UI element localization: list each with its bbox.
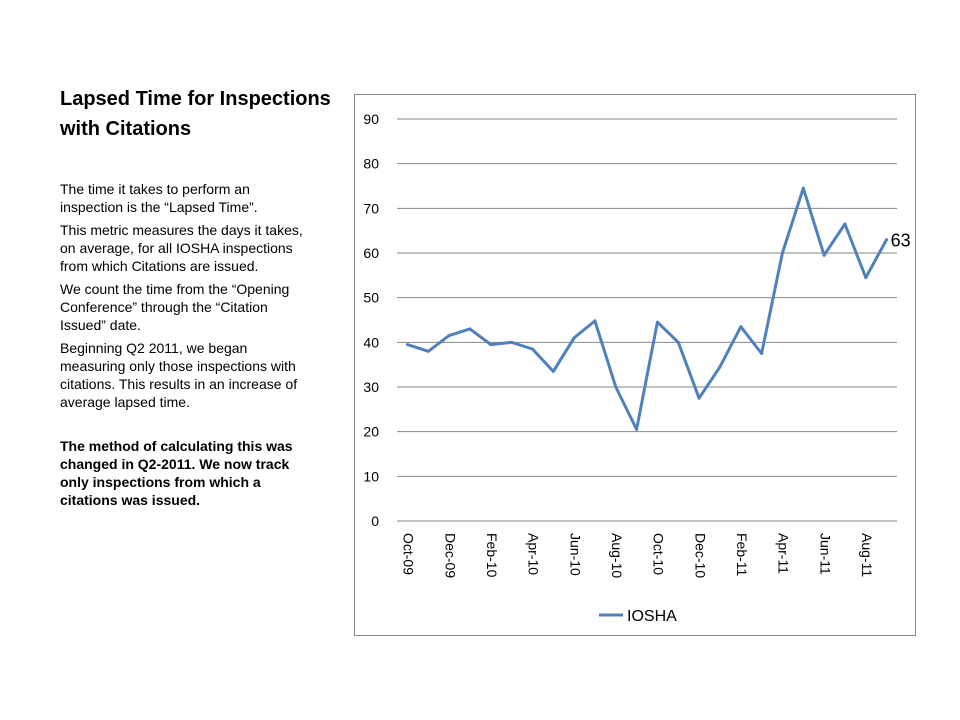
- x-tick-label: Jun-10: [567, 533, 583, 576]
- chart-frame: 0 10 20 30 40 50 60 70 80 90 Oct-09 Dec-09 Feb-10 Apr…: [354, 94, 916, 636]
- data-point: [405, 343, 409, 347]
- y-tick-label: 80: [363, 156, 379, 172]
- y-tick-label: 30: [363, 379, 379, 395]
- x-tick-label: Dec-10: [692, 533, 708, 578]
- x-tick-label: Aug-10: [609, 533, 625, 578]
- slide-title: Lapsed Time for Inspections with Citatio…: [60, 88, 331, 140]
- series-line-iosha: [406, 186, 888, 431]
- data-point: [697, 396, 701, 400]
- data-point: [718, 365, 722, 369]
- y-tick-label: 10: [363, 468, 379, 484]
- data-point: [551, 369, 555, 373]
- paragraph-q2-change: Beginning Q2 2011, we began measuring on…: [60, 340, 298, 410]
- data-point: [760, 352, 764, 355]
- y-tick-label: 20: [363, 424, 379, 440]
- x-tick-label: Jun-11: [817, 533, 833, 575]
- x-tick-label: Feb-11: [734, 533, 750, 577]
- paragraph-lapsed-time: The time it takes to perform an inspecti…: [60, 181, 258, 215]
- x-tick-label: Oct-09: [401, 533, 417, 575]
- x-tick-label: Apr-10: [526, 533, 542, 575]
- x-tick-label: Oct-10: [651, 533, 667, 575]
- legend-label: IOSHA: [627, 608, 677, 625]
- data-point: [885, 238, 889, 242]
- data-label: 63: [891, 231, 911, 251]
- data-point: [780, 251, 784, 255]
- x-tick-label: Apr-11: [776, 533, 792, 574]
- data-point: [843, 222, 847, 226]
- data-point: [572, 336, 576, 340]
- data-point: [801, 186, 805, 190]
- data-point: [635, 427, 639, 431]
- data-point: [530, 347, 534, 351]
- data-point: [468, 327, 472, 331]
- y-tick-label: 50: [363, 290, 379, 306]
- data-point: [447, 334, 451, 338]
- y-tick-label: 60: [363, 245, 379, 261]
- line-chart: 0 10 20 30 40 50 60 70 80 90 Oct-09 Dec-09 Feb-10 Apr…: [363, 111, 911, 625]
- data-point: [614, 385, 618, 389]
- y-tick-label: 90: [363, 111, 379, 127]
- data-point: [489, 343, 493, 347]
- data-point: [676, 340, 680, 344]
- data-point: [510, 340, 514, 344]
- data-point: [426, 349, 430, 353]
- x-tick-label: Feb-10: [484, 533, 500, 578]
- y-tick-label: 0: [371, 513, 379, 529]
- data-point: [822, 253, 826, 257]
- body-text: The time it takes to perform an inspecti…: [60, 180, 310, 514]
- paragraph-metric: This metric measures the days it takes, …: [60, 222, 303, 274]
- method-change-note: The method of calculating this was chang…: [60, 438, 293, 508]
- x-tick-label: Aug-11: [859, 533, 875, 577]
- y-tick-label: 40: [363, 334, 379, 350]
- data-point: [864, 276, 868, 280]
- x-tick-label: Dec-09: [442, 533, 458, 578]
- y-tick-label: 70: [363, 200, 379, 216]
- data-point: [593, 319, 597, 323]
- paragraph-count-time: We count the time from the “Opening Conf…: [60, 281, 290, 333]
- data-point: [655, 320, 659, 324]
- data-point: [739, 325, 743, 329]
